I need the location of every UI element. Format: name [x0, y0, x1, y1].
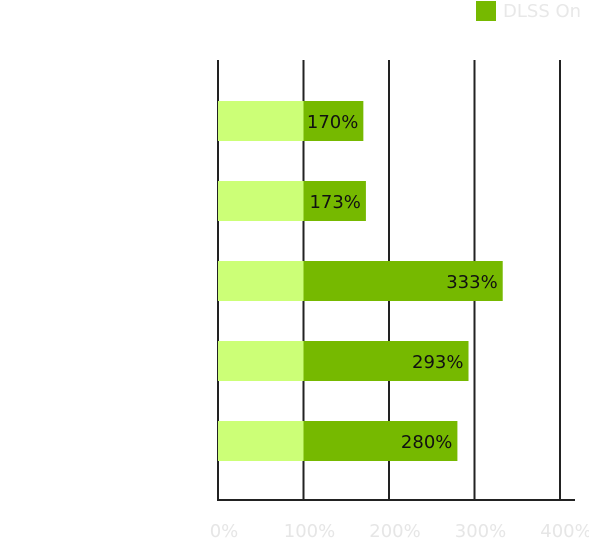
bar-value-labels: 170% 173% 333% 293% 280%: [307, 112, 498, 453]
x-axis-tick-labels: 0% 100% 200% 300% 400%: [210, 521, 589, 540]
x-tick-label-0: 0%: [210, 521, 239, 540]
legend-label-dlss-on: DLSS On: [503, 0, 582, 22]
x-tick-label-3: 300%: [455, 521, 506, 540]
bar-dlss-on-3: [303, 341, 469, 381]
bar-value-label-3: 293%: [412, 352, 463, 373]
bars: [218, 101, 503, 461]
legend-swatch-dlss-on: [476, 1, 496, 21]
bar-dlss-on-4: [303, 421, 458, 461]
bar-value-label-0: 170%: [307, 112, 358, 133]
bar-baseline-4: [218, 421, 304, 461]
bar-baseline-0: [218, 101, 304, 141]
x-tick-label-4: 400%: [540, 521, 589, 540]
bar-value-label-4: 280%: [401, 432, 452, 453]
x-tick-label-2: 200%: [369, 521, 420, 540]
bar-dlss-on-1: [303, 181, 366, 221]
bar-baseline-3: [218, 341, 304, 381]
bar-dlss-on-2: [303, 261, 503, 301]
bar-value-label-1: 173%: [309, 192, 360, 213]
x-tick-label-1: 100%: [284, 521, 335, 540]
chart-legend: DLSS On: [476, 0, 581, 22]
bar-value-label-2: 333%: [446, 272, 497, 293]
bar-dlss-on-0: [303, 101, 364, 141]
bar-baseline-1: [218, 181, 304, 221]
bar-baseline-2: [218, 261, 304, 301]
